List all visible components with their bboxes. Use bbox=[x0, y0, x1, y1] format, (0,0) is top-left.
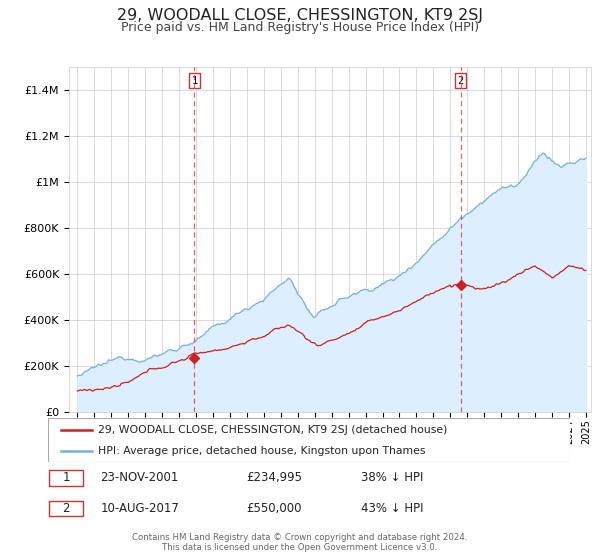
Text: 2: 2 bbox=[62, 502, 70, 515]
Text: Price paid vs. HM Land Registry's House Price Index (HPI): Price paid vs. HM Land Registry's House … bbox=[121, 21, 479, 34]
Text: 29, WOODALL CLOSE, CHESSINGTON, KT9 2SJ: 29, WOODALL CLOSE, CHESSINGTON, KT9 2SJ bbox=[117, 8, 483, 24]
Text: 38% ↓ HPI: 38% ↓ HPI bbox=[361, 472, 424, 484]
Text: 1: 1 bbox=[191, 76, 197, 86]
Text: 23-NOV-2001: 23-NOV-2001 bbox=[100, 472, 179, 484]
Bar bbox=[49, 501, 83, 516]
Text: 10-AUG-2017: 10-AUG-2017 bbox=[100, 502, 179, 515]
Text: 2: 2 bbox=[457, 76, 464, 86]
Text: £234,995: £234,995 bbox=[247, 472, 302, 484]
Text: 43% ↓ HPI: 43% ↓ HPI bbox=[361, 502, 424, 515]
Bar bbox=[49, 470, 83, 486]
Text: Contains HM Land Registry data © Crown copyright and database right 2024.: Contains HM Land Registry data © Crown c… bbox=[132, 533, 468, 542]
Text: 29, WOODALL CLOSE, CHESSINGTON, KT9 2SJ (detached house): 29, WOODALL CLOSE, CHESSINGTON, KT9 2SJ … bbox=[98, 425, 447, 435]
Text: £550,000: £550,000 bbox=[247, 502, 302, 515]
Text: 1: 1 bbox=[62, 472, 70, 484]
Text: HPI: Average price, detached house, Kingston upon Thames: HPI: Average price, detached house, King… bbox=[98, 446, 425, 456]
Text: This data is licensed under the Open Government Licence v3.0.: This data is licensed under the Open Gov… bbox=[163, 543, 437, 552]
